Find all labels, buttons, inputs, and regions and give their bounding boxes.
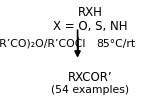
Text: (R’CO)₂O/R’COCl: (R’CO)₂O/R’COCl xyxy=(0,39,86,49)
Text: 85°C/rt: 85°C/rt xyxy=(96,39,136,49)
Text: RXCOR’: RXCOR’ xyxy=(68,71,112,84)
Text: (54 examples): (54 examples) xyxy=(51,85,129,95)
Text: RXH: RXH xyxy=(77,6,102,19)
Text: X = O, S, NH: X = O, S, NH xyxy=(53,20,127,33)
